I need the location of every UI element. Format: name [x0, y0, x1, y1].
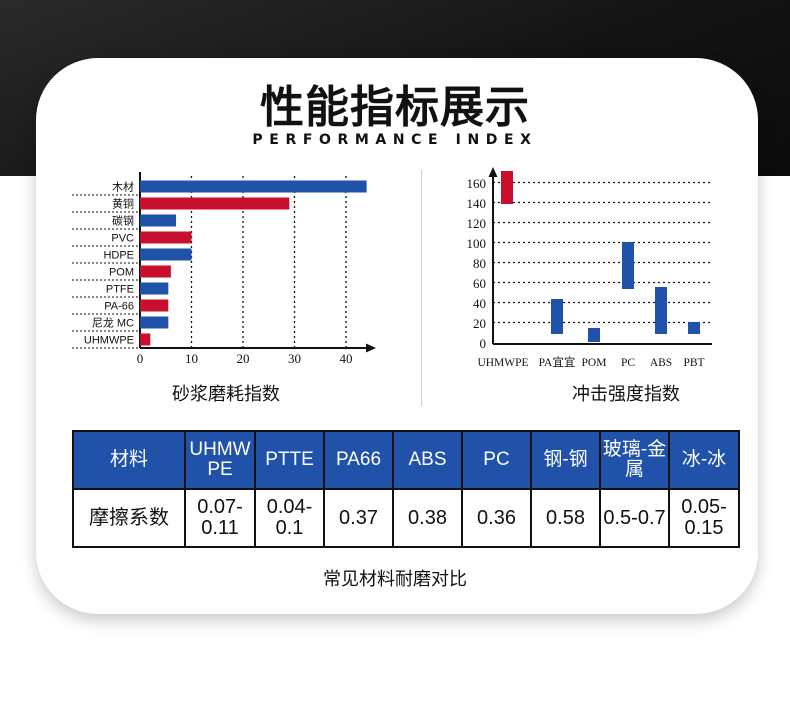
category-label: PVC — [111, 233, 134, 245]
bar — [140, 231, 192, 244]
table-header-cell: PA66 — [323, 430, 394, 490]
bar — [140, 197, 290, 210]
table-header-cell: 钢-钢 — [530, 430, 601, 490]
table-header-cell: PTTE — [254, 430, 325, 490]
category-label: UHMWPE — [84, 335, 134, 347]
table-caption: 常见材料耐磨对比 — [323, 569, 467, 590]
y-tick-label: 120 — [467, 216, 487, 231]
y-tick-label: 80 — [473, 256, 486, 271]
x-axis-arrow — [366, 343, 376, 353]
table-header-cell: ABS — [392, 430, 463, 490]
table-cell: 0.37 — [323, 488, 394, 548]
range-bar — [588, 328, 600, 342]
table-header-cell: UHMW PE — [184, 430, 256, 490]
table-header-cell: 冰-冰 — [668, 430, 740, 490]
y-axis-arrow — [488, 167, 498, 177]
range-bar — [688, 322, 700, 334]
x-tick-label: 0 — [137, 351, 144, 366]
y-tick-label: 160 — [467, 176, 487, 191]
category-label: 碳钢 — [112, 214, 134, 228]
x-tick-label: 30 — [288, 351, 301, 366]
abrasion-chart-caption: 砂浆磨耗指数 — [172, 384, 280, 405]
range-bar — [622, 242, 634, 289]
bar — [140, 214, 177, 227]
range-bar — [655, 287, 667, 334]
chart-divider — [421, 170, 422, 406]
page-subtitle: PERFORMANCE INDEX — [252, 132, 538, 148]
category-label: POM — [109, 267, 134, 279]
friction-comparison-table: 材料 UHMW PE PTTE PA66 ABS PC 钢-钢 玻璃-金属 冰-冰 摩擦系数 0.… — [72, 430, 740, 548]
table-header-cell: PC — [461, 430, 532, 490]
y-tick-label: 20 — [473, 316, 486, 331]
table-cell: 0.58 — [530, 488, 601, 548]
x-tick-label: 10 — [185, 351, 198, 366]
page-title: 性能指标展示 — [260, 82, 530, 133]
table-cell: 0.5-0.7 — [599, 488, 670, 548]
range-bar — [551, 299, 563, 334]
y-tick-label: 60 — [473, 276, 486, 291]
bar — [140, 282, 169, 295]
table-header-cell: 玻璃-金属 — [599, 430, 670, 490]
bar — [140, 299, 169, 312]
table-header-row: 材料 UHMW PE PTTE PA66 ABS PC 钢-钢 玻璃-金属 冰-冰 — [72, 430, 740, 490]
impact-chart-caption: 冲击强度指数 — [572, 384, 680, 405]
x-category-label: PBT — [683, 357, 704, 369]
table-cell: 0.04-0.1 — [254, 488, 325, 548]
y-tick-label: 40 — [473, 296, 486, 311]
category-label: PA-66 — [104, 301, 134, 313]
y-tick-label: 100 — [467, 236, 487, 251]
table-cell: 0.38 — [392, 488, 463, 548]
x-category-label: PA宜宜 — [539, 355, 576, 369]
y-tick-label: 0 — [480, 336, 487, 351]
bar — [140, 248, 192, 261]
x-category-label: UHMWPE — [477, 357, 528, 369]
row-label-cell: 摩擦系数 — [72, 488, 186, 548]
bar — [140, 265, 171, 278]
table-cell: 0.36 — [461, 488, 532, 548]
x-category-label: PC — [621, 357, 635, 369]
category-label: HDPE — [103, 250, 134, 262]
bar — [140, 316, 169, 329]
x-tick-label: 20 — [237, 351, 250, 366]
impact-strength-chart: 0 20 40 60 80 100 120 140 160 UHMWPE PA宜宜 POM PC ABS P… — [467, 167, 712, 369]
table-header-cell: 材料 — [72, 430, 186, 490]
category-label: 尼龙 MC — [92, 317, 134, 330]
x-tick-label: 40 — [340, 351, 353, 366]
range-bar — [501, 171, 513, 204]
category-label: PTFE — [106, 284, 134, 296]
table-row: 摩擦系数 0.07-0.11 0.04-0.1 0.37 0.38 0.36 0.58 0.5… — [72, 488, 740, 548]
y-tick-label: 140 — [467, 196, 487, 211]
x-category-label: ABS — [650, 357, 672, 369]
bar — [140, 180, 367, 193]
table-cell: 0.05-0.15 — [668, 488, 740, 548]
category-label: 黄铜 — [112, 197, 134, 211]
x-category-label: POM — [582, 357, 607, 369]
category-label: 木材 — [112, 180, 134, 194]
table-cell: 0.07-0.11 — [184, 488, 256, 548]
bar — [140, 333, 151, 346]
